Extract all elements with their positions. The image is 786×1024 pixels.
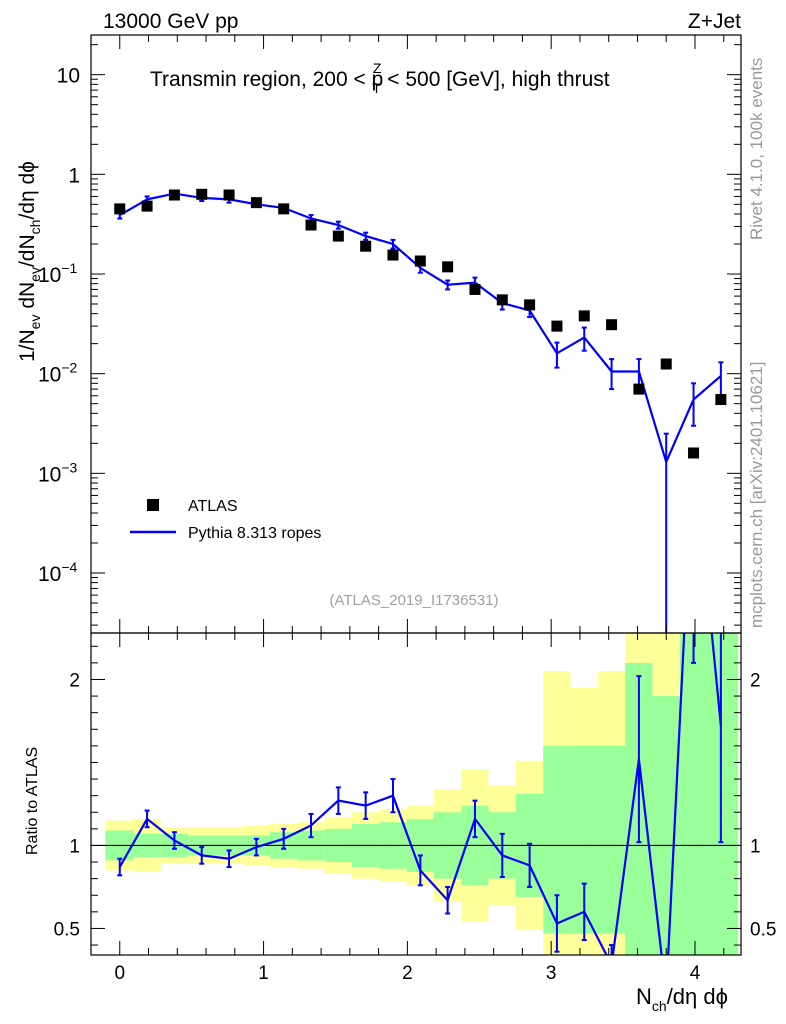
y-tick-label: 1 <box>68 164 80 187</box>
atlas-data-point <box>661 359 672 370</box>
plot-title: Transmin region, 200 < pTZ < 500 [GeV], … <box>150 60 610 96</box>
ylabel-p0: 1/N <box>16 329 39 362</box>
ylabel-p2: dN <box>16 282 39 315</box>
atlas-data-point <box>551 321 562 332</box>
y-tick-label: 10−3 <box>38 459 78 486</box>
y-tick-label: 10−1 <box>38 260 78 287</box>
title-post: < 500 [GeV], high thrust <box>381 68 609 91</box>
pythia-line <box>120 194 721 462</box>
ratio-ylabel: Ratio to ATLAS <box>24 747 41 855</box>
ylabel-p1: ev <box>27 315 43 330</box>
ratio-y-tick-label-right: 0.5 <box>750 919 776 940</box>
green-band-bin <box>598 746 625 934</box>
chart: 13000 GeV pp Z+Jet Rivet 4.1.0, 100k eve… <box>0 0 786 1024</box>
atlas-data-point <box>633 384 644 395</box>
atlas-data-point <box>142 201 153 212</box>
process-label: Z+Jet <box>688 10 741 33</box>
ratio-y-tick-label-right: 2 <box>750 670 761 691</box>
x-axis-label: Nch/dη dϕ <box>636 984 728 1014</box>
atlas-data-point <box>196 189 207 200</box>
atlas-data-point <box>524 299 535 310</box>
title-pre: Transmin region, 200 < p <box>150 68 383 91</box>
x-tick-label: 0 <box>114 963 125 984</box>
y-tick-base: 10 <box>57 65 80 88</box>
ylabel-p4: /dN <box>16 234 39 267</box>
atlas-data-point <box>688 447 699 458</box>
y-tick-label: 10−2 <box>38 360 78 387</box>
atlas-data-point <box>306 220 317 231</box>
legend: ATLAS Pythia 8.313 ropes <box>130 498 321 542</box>
ylabel-p6: /dη dϕ <box>16 161 39 219</box>
xlabel-p1: ch <box>652 998 667 1014</box>
y-tick-base: 1 <box>68 164 80 187</box>
ratio-y-tick-label: 0.5 <box>54 919 80 940</box>
atlas-data-point <box>715 394 726 405</box>
x-tick-label: 2 <box>402 963 413 984</box>
y-tick-base: 10 <box>38 364 61 387</box>
atlas-data-point <box>579 310 590 321</box>
atlas-data-point <box>169 190 180 201</box>
y-tick-label: 10 <box>57 65 80 88</box>
ylabel-p3: ev <box>27 267 43 282</box>
atlas-data-point <box>442 261 453 272</box>
atlas-data-point <box>415 256 426 267</box>
legend-atlas-marker <box>147 499 159 511</box>
atlas-data-point <box>224 190 235 201</box>
legend-atlas-label: ATLAS <box>188 498 238 515</box>
atlas-data-point <box>360 241 371 252</box>
main-ylabel: 1/Nev dNev/dNch/dη dϕ <box>16 161 43 362</box>
y-tick-exponent: −4 <box>61 559 77 575</box>
y-tick-base: 10 <box>38 463 61 486</box>
mcplots-label: mcplots.cern.ch [arXiv:2401.10621] <box>747 362 766 628</box>
atlas-data-point <box>606 319 617 330</box>
xlabel-p2: /dη dϕ <box>667 984 728 1009</box>
atlas-data-point <box>251 197 262 208</box>
y-tick-exponent: −1 <box>61 260 77 276</box>
atlas-data-point <box>114 203 125 214</box>
rivet-label: Rivet 4.1.0, 100k events <box>747 58 766 240</box>
x-tick-label: 4 <box>690 963 701 984</box>
ylabel-p5: ch <box>27 220 43 235</box>
atlas-data-point <box>387 250 398 261</box>
ratio-y-tick-label-right: 1 <box>750 836 761 857</box>
green-band-bin <box>680 613 707 962</box>
analysis-label: (ATLAS_2019_I1736531) <box>329 592 498 609</box>
title-sub: T <box>372 80 381 96</box>
atlas-data-point <box>278 203 289 214</box>
y-tick-base: 10 <box>38 563 61 586</box>
y-tick-exponent: −3 <box>61 459 77 475</box>
xlabel-p0: N <box>636 984 652 1009</box>
legend-pythia-label: Pythia 8.313 ropes <box>188 525 321 542</box>
y-tick-label: 10−4 <box>38 559 78 586</box>
atlas-data-point <box>497 294 508 305</box>
energy-label: 13000 GeV pp <box>103 10 238 33</box>
y-tick-exponent: −2 <box>61 360 77 376</box>
x-tick-label: 1 <box>258 963 269 984</box>
x-tick-label: 3 <box>546 963 557 984</box>
ratio-y-tick-label: 1 <box>69 836 80 857</box>
atlas-data-point <box>333 231 344 242</box>
green-band-bin <box>707 613 738 962</box>
atlas-data-point <box>469 284 480 295</box>
main-frame <box>91 35 741 633</box>
ratio-y-tick-label: 2 <box>69 670 80 691</box>
